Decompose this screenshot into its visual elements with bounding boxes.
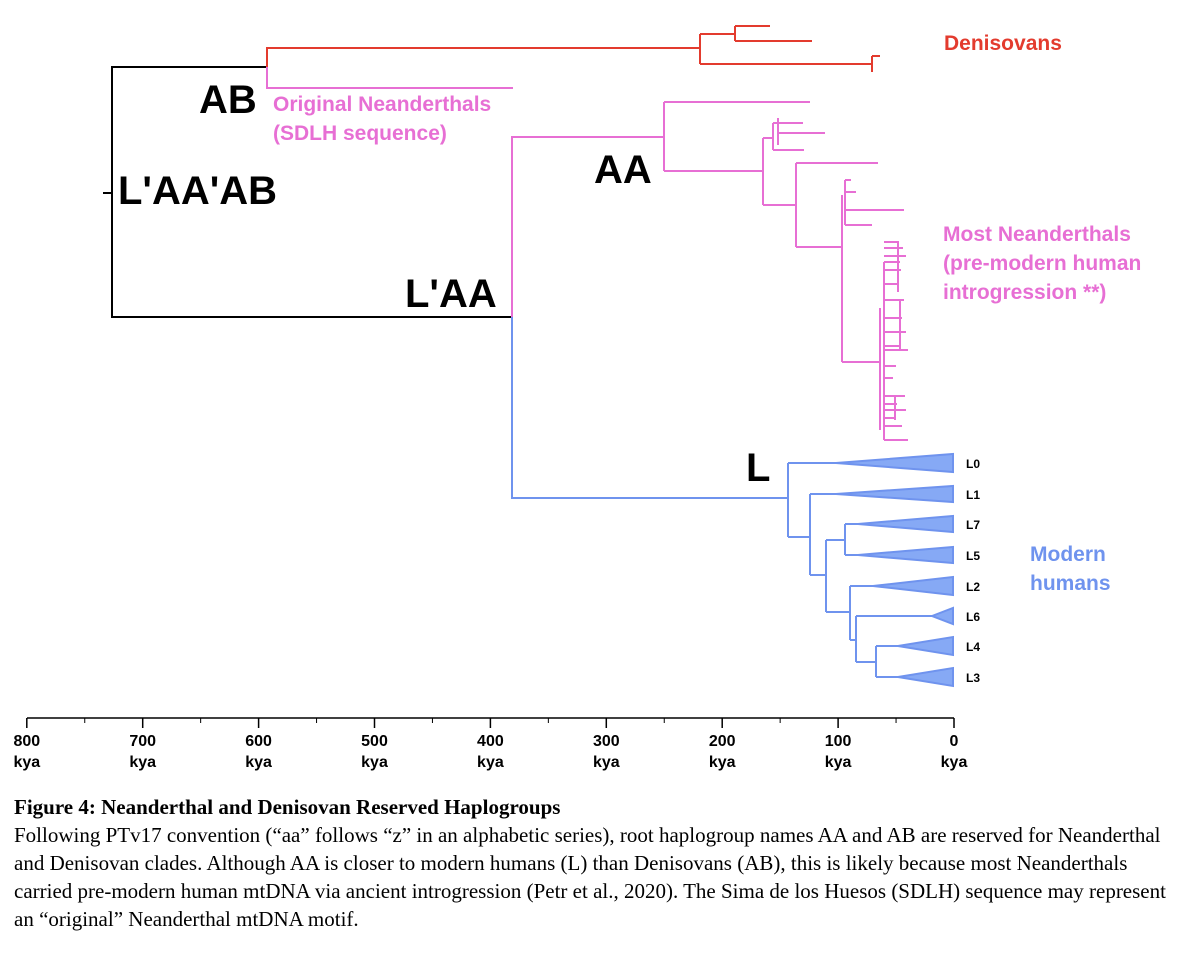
axis-tick-label: 200	[709, 733, 736, 750]
caption-body: Following PTv17 convention (“aa” follows…	[14, 823, 1166, 931]
axis-tick-unit: kya	[245, 754, 272, 771]
axis-tick-label: 500	[361, 733, 388, 750]
haplogroup-triangle-l3	[897, 666, 954, 688]
haplogroup-label-l7: L7	[966, 518, 980, 532]
haplogroup-label-l6: L6	[966, 610, 980, 624]
haplogroup-triangle-l6	[929, 606, 954, 626]
axis-tick-label: 100	[825, 733, 852, 750]
axis-tick-labels: 800 kya 700 kya 600 kya 500 kya 400 kya 300 kya 200 k…	[13, 733, 967, 771]
axis-tick-unit: kya	[361, 754, 388, 771]
haplogroup-triangle-l2	[872, 575, 954, 597]
axis-tick-label: 700	[129, 733, 156, 750]
node-label-root: L'AA'AB	[118, 169, 277, 213]
axis-tick-unit: kya	[129, 754, 156, 771]
axis-tick-unit: kya	[593, 754, 620, 771]
clade-label-denisovans-line: Denisovans	[944, 32, 1062, 55]
haplogroup-triangle-l5	[857, 545, 954, 565]
haplogroup-triangles	[835, 452, 954, 688]
haplogroup-labels: L0 L1 L7 L5 L2 L6 L4 L3	[966, 457, 980, 685]
modern-human-branches	[511, 317, 932, 678]
clade-label-original-neanderthals-line1: Original Neanderthals	[273, 93, 491, 116]
caption-title: Figure 4: Neanderthal and Denisovan Rese…	[14, 795, 561, 819]
clade-label-most-neanderthals-line2: (pre-modern human	[943, 252, 1141, 275]
haplogroup-triangle-l7	[857, 514, 954, 534]
haplogroup-triangle-l4	[897, 635, 954, 657]
axis-tick-label: 400	[477, 733, 504, 750]
haplogroup-triangle-l1	[835, 484, 954, 504]
clade-label-original-neanderthals-line2: (SDLH sequence)	[273, 122, 447, 145]
axis-tick-unit: kya	[709, 754, 736, 771]
neanderthal-branches	[266, 67, 908, 441]
clade-label-denisovans: Denisovans	[944, 32, 1062, 55]
node-label-ab: AB	[199, 78, 257, 122]
denisovan-stem	[266, 47, 700, 67]
clade-label-original-neanderthals: Original Neanderthals (SDLH sequence)	[273, 93, 497, 145]
clade-label-modern-humans-line1: Modern	[1030, 543, 1106, 566]
axis-tick-label: 300	[593, 733, 620, 750]
axis-tick-unit: kya	[477, 754, 504, 771]
clade-label-most-neanderthals: Most Neanderthals (pre-modern human intr…	[943, 223, 1147, 304]
node-label-l: L	[746, 446, 770, 490]
root-branches	[103, 66, 512, 318]
haplogroup-label-l4: L4	[966, 640, 980, 654]
haplogroup-label-l0: L0	[966, 457, 980, 471]
axis-tick-unit: kya	[825, 754, 852, 771]
clade-label-most-neanderthals-line1: Most Neanderthals	[943, 223, 1131, 246]
neanderthal-stem	[511, 136, 664, 317]
denisovan-branches	[266, 25, 880, 72]
axis-tick-label: 800	[13, 733, 40, 750]
node-label-laa: L'AA	[405, 272, 497, 316]
clade-label-modern-humans: Modern humans	[1030, 543, 1112, 595]
original-neanderthal-branch	[266, 67, 513, 89]
axis-ticks	[26, 718, 955, 728]
clade-label-most-neanderthals-line3: introgression **)	[943, 281, 1106, 304]
phylogenetic-tree: L0 L1 L7 L5 L2 L6 L4 L3 AB L'AA'AB L'AA AA L De…	[13, 25, 1147, 771]
haplogroup-label-l2: L2	[966, 580, 980, 594]
axis-tick-unit: kya	[13, 754, 40, 771]
clade-label-modern-humans-line2: humans	[1030, 572, 1111, 595]
time-axis: 800 kya 700 kya 600 kya 500 kya 400 kya 300 kya 200 k…	[13, 717, 967, 771]
haplogroup-label-l3: L3	[966, 671, 980, 685]
figure-caption: Figure 4: Neanderthal and Denisovan Rese…	[14, 793, 1189, 933]
axis-tick-label: 600	[245, 733, 272, 750]
modern-stem	[511, 317, 788, 499]
haplogroup-label-l1: L1	[966, 488, 980, 502]
node-label-aa: AA	[594, 148, 652, 192]
axis-tick-unit: kya	[941, 754, 968, 771]
haplogroup-triangle-l0	[835, 452, 954, 474]
axis-tick-label: 0	[950, 733, 959, 750]
haplogroup-label-l5: L5	[966, 549, 980, 563]
